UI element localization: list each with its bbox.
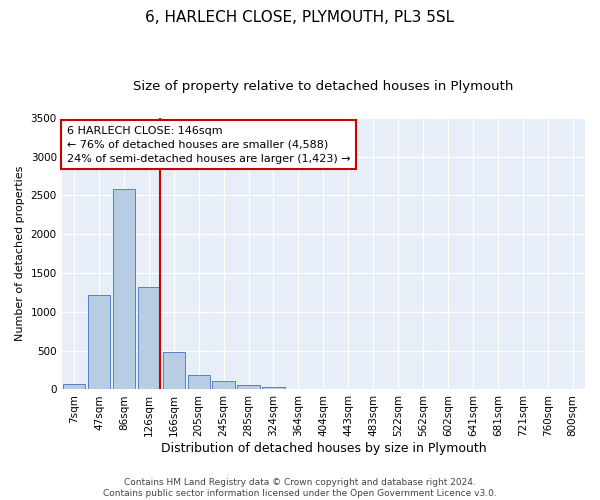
Text: 6 HARLECH CLOSE: 146sqm
← 76% of detached houses are smaller (4,588)
24% of semi: 6 HARLECH CLOSE: 146sqm ← 76% of detache… <box>67 126 350 164</box>
Bar <box>262 386 285 390</box>
Text: Contains HM Land Registry data © Crown copyright and database right 2024.
Contai: Contains HM Land Registry data © Crown c… <box>103 478 497 498</box>
Bar <box>137 287 160 390</box>
Bar <box>163 352 185 390</box>
Bar <box>88 295 110 390</box>
Title: Size of property relative to detached houses in Plymouth: Size of property relative to detached ho… <box>133 80 514 93</box>
Bar <box>238 385 260 390</box>
Bar <box>188 375 210 390</box>
Text: 6, HARLECH CLOSE, PLYMOUTH, PL3 5SL: 6, HARLECH CLOSE, PLYMOUTH, PL3 5SL <box>145 10 455 25</box>
Bar <box>63 384 85 390</box>
Bar <box>113 189 135 390</box>
Y-axis label: Number of detached properties: Number of detached properties <box>15 166 25 342</box>
Bar <box>212 382 235 390</box>
X-axis label: Distribution of detached houses by size in Plymouth: Distribution of detached houses by size … <box>161 442 486 455</box>
